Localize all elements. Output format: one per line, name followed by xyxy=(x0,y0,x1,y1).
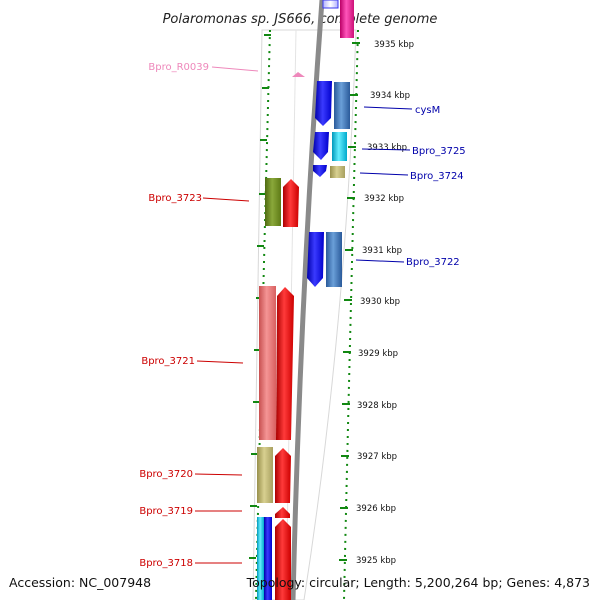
gene-bpro3720-block xyxy=(257,447,273,503)
gene-bpro3723-arrow xyxy=(283,179,299,227)
kbp-tick-label: 3928 kbp xyxy=(357,401,397,411)
kbp-tick-label: 3927 kbp xyxy=(357,452,397,462)
gene-label-bpro-3718: Bpro_3718 xyxy=(139,558,193,569)
gene-cysm-arrow xyxy=(315,81,332,126)
rna-feature-marker xyxy=(292,72,305,77)
kbp-tick-label: 3933 kbp xyxy=(367,143,407,153)
kbp-tick-label: 3934 kbp xyxy=(370,91,410,101)
label-leaders xyxy=(194,66,413,564)
kbp-tick-label: 3926 kbp xyxy=(356,504,396,514)
kbp-scale: 3935 kbp 3934 kbp 3933 kbp 3932 kbp 3931… xyxy=(339,40,414,566)
gene-bpro3721-arrow xyxy=(276,287,294,440)
gene-label-bpro-3720: Bpro_3720 xyxy=(139,469,193,480)
kbp-tick-label: 3929 kbp xyxy=(358,349,398,359)
gene-bpro3725-arrow xyxy=(313,132,329,160)
gene-bpro3721-block xyxy=(259,286,276,440)
gene-label-bpro-3725: Bpro_3725 xyxy=(412,146,466,157)
genome-backbone xyxy=(290,0,325,600)
gene-bpro3718-blue xyxy=(264,517,272,600)
gene-reverse-partial xyxy=(322,0,339,9)
inner-major-ticks xyxy=(249,34,271,559)
gene-label-bpro-r0039: Bpro_R0039 xyxy=(148,62,209,73)
map-title: Polaromonas sp. JS666, complete genome xyxy=(163,12,438,27)
gene-bpro3724-block xyxy=(330,166,345,178)
gene-label-bpro-3723: Bpro_3723 xyxy=(148,193,202,204)
gene-bpro3725-block xyxy=(332,132,347,161)
kbp-tick-label: 3925 kbp xyxy=(356,556,396,566)
gene-cysm-block xyxy=(334,82,350,129)
gene-bpro3723-block xyxy=(265,178,281,226)
gene-label-cysm: cysM xyxy=(415,105,440,116)
kbp-tick-label: 3935 kbp xyxy=(374,40,414,50)
kbp-tick-label: 3932 kbp xyxy=(364,194,404,204)
gene-bpro3722-arrow xyxy=(307,232,324,287)
gene-bpro3724-arrow xyxy=(313,165,327,177)
kbp-tick-label: 3931 kbp xyxy=(362,246,402,256)
gene-bpro3718-arrow xyxy=(275,519,291,600)
genome-summary-text: Topology: circular; Length: 5,200,264 bp… xyxy=(246,575,590,590)
gene-label-bpro-3724: Bpro_3724 xyxy=(410,171,464,182)
kbp-tick-label: 3930 kbp xyxy=(360,297,400,307)
gene-bpro3718-cyan xyxy=(257,517,264,600)
gene-label-bpro-3722: Bpro_3722 xyxy=(406,257,460,268)
gene-bpro3719-arrow xyxy=(275,507,290,518)
gene-reverse-partial xyxy=(340,0,354,38)
gene-bpro3720-arrow xyxy=(275,448,291,503)
gene-bpro3722-block xyxy=(326,232,342,287)
gene-label-bpro-3719: Bpro_3719 xyxy=(139,506,193,517)
accession-text: Accession: NC_007948 xyxy=(9,575,151,590)
gene-label-bpro-3721: Bpro_3721 xyxy=(141,356,195,367)
